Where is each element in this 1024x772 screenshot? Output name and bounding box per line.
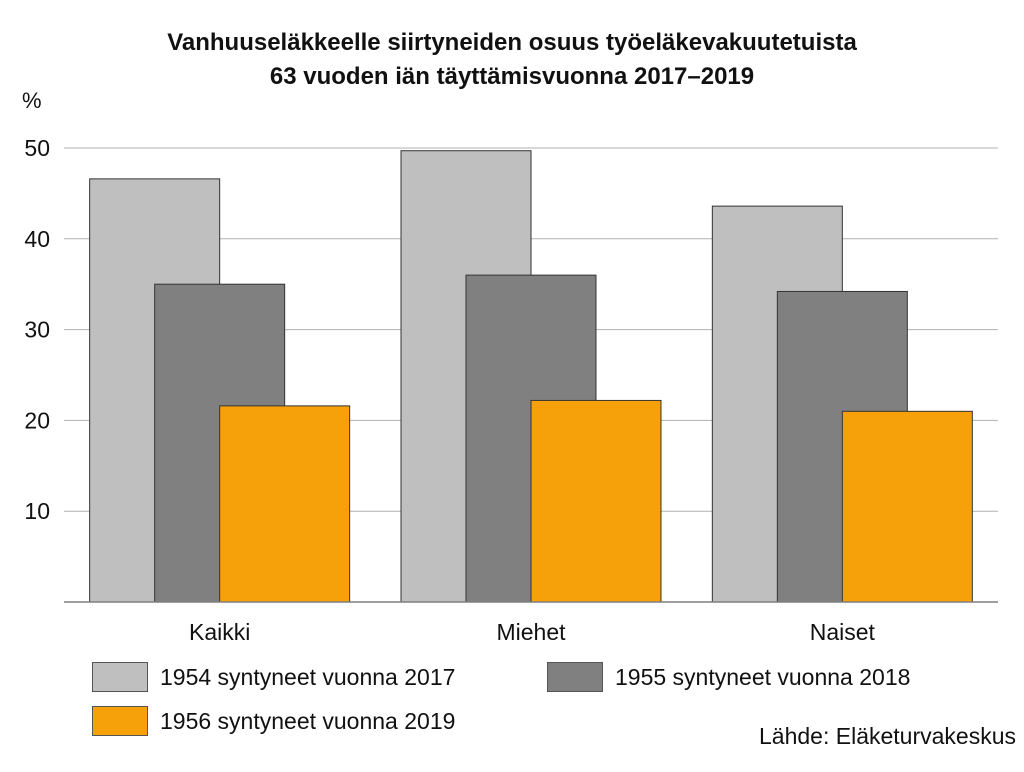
- y-tick-label-20: 20: [24, 407, 50, 433]
- legend-item-1955: 1955 syntyneet vuonna 2018: [547, 662, 910, 692]
- legend-label-1955: 1955 syntyneet vuonna 2018: [615, 663, 911, 690]
- chart-title: Vanhuuseläkkeelle siirtyneiden osuus työ…: [0, 26, 1024, 94]
- legend-item-1954: 1954 syntyneet vuonna 2017: [92, 662, 455, 692]
- legend-swatch-1954: [92, 662, 148, 692]
- source-note: Lähde: Eläketurvakeskus: [759, 723, 1016, 749]
- legend-item-1956: 1956 syntyneet vuonna 2019: [92, 706, 455, 736]
- y-tick-label-40: 40: [24, 226, 50, 252]
- y-tick-label-10: 10: [24, 498, 50, 524]
- x-tick-label-naiset: Naiset: [810, 619, 876, 645]
- bar-miehet-series-3: [530, 399, 662, 603]
- legend-swatch-1955: [547, 662, 603, 692]
- chart-title-line1: Vanhuuseläkkeelle siirtyneiden osuus työ…: [167, 29, 857, 56]
- bar-naiset-series-3: [841, 410, 973, 603]
- x-tick-label-miehet: Miehet: [496, 619, 566, 645]
- y-tick-label-50: 50: [24, 135, 50, 161]
- legend-swatch-1956: [92, 706, 148, 736]
- bar-chart: 10 20 30 40 50 Kaikki Miehet Naiset: [24, 135, 998, 645]
- y-axis-unit: %: [22, 88, 42, 113]
- x-tick-label-kaikki: Kaikki: [189, 619, 250, 645]
- chart-title-line2: 63 vuoden iän täyttämisvuonna 2017–2019: [269, 63, 755, 90]
- y-tick-label-30: 30: [24, 317, 50, 343]
- bar-kaikki-series-3: [219, 405, 351, 603]
- legend-label-1954: 1954 syntyneet vuonna 2017: [160, 663, 456, 690]
- legend-label-1956: 1956 syntyneet vuonna 2019: [160, 707, 456, 734]
